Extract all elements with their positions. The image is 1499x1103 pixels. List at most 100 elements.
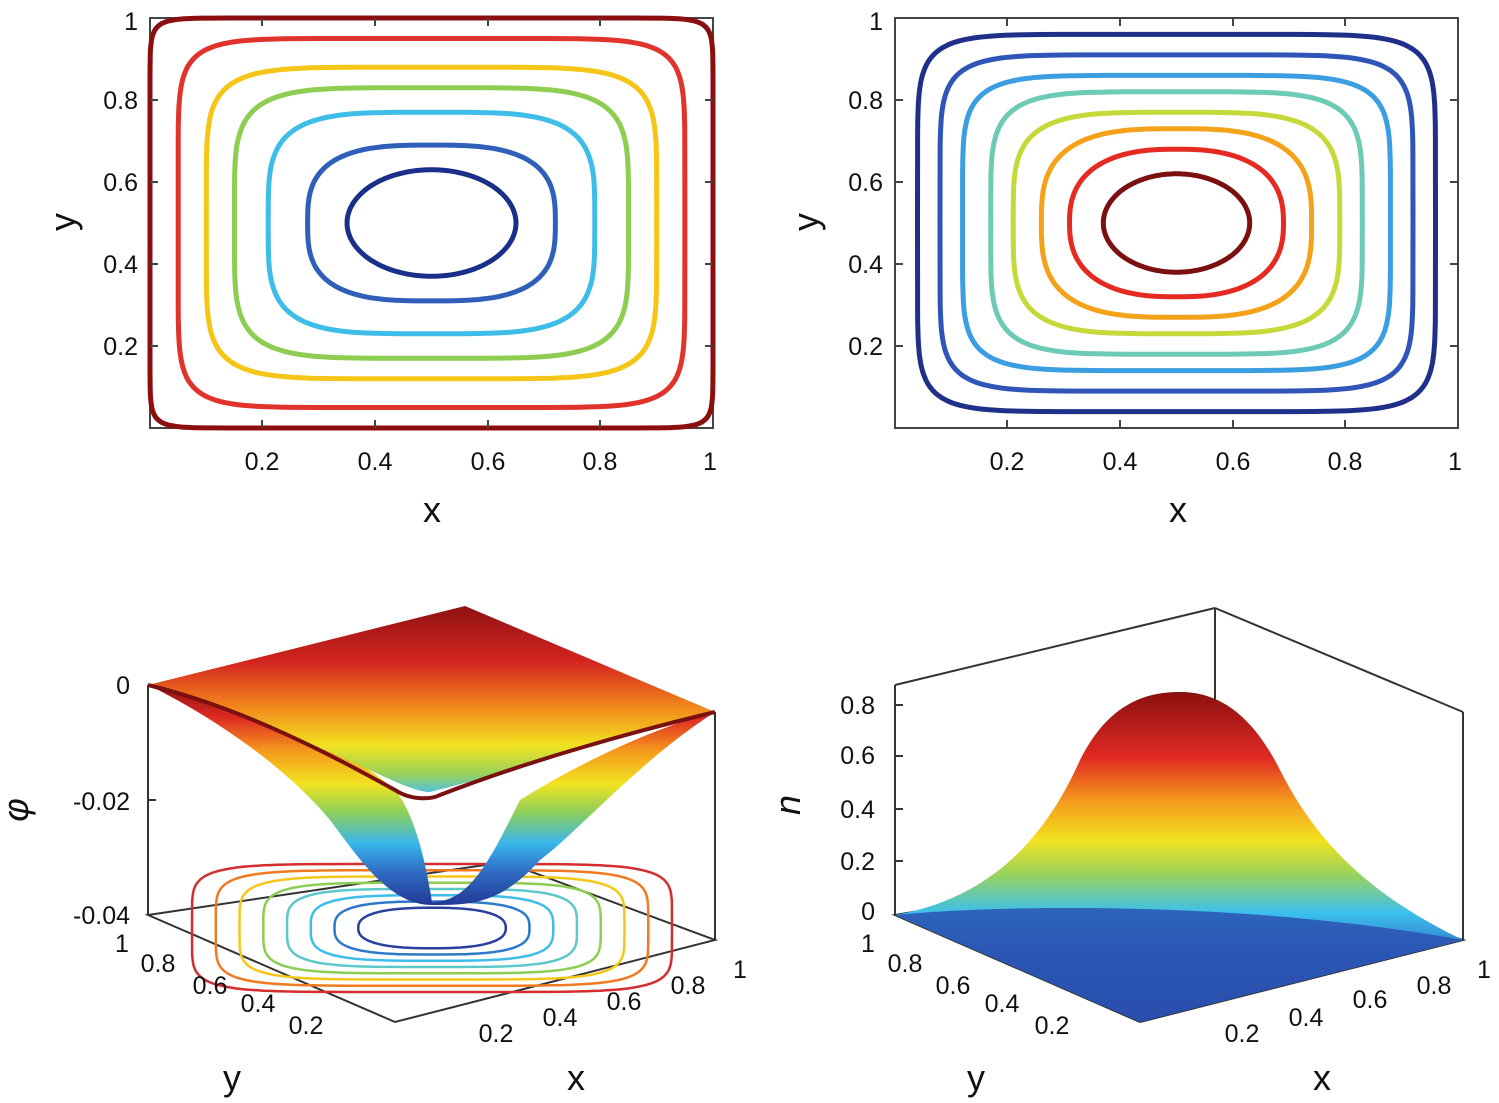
surface-base-shade — [895, 907, 1463, 1022]
axes-frame — [894, 17, 1459, 429]
box-edge — [894, 607, 1216, 686]
contour-level-3 — [232, 85, 631, 361]
z-axis-label: n — [767, 795, 808, 815]
x-tick-label: 0.2 — [245, 448, 280, 476]
y-tick-label: 0.2 — [289, 1012, 324, 1040]
x-tick-label: 0.8 — [1417, 972, 1452, 1000]
z-tick-label: -0.02 — [73, 788, 130, 816]
panel-contour-right: 0.2 0.4 0.6 0.8 1 0.2 0.4 0.6 0.8 1 x y — [785, 8, 1462, 530]
y-axis-label: y — [223, 1057, 241, 1098]
x-tick-label: 1 — [733, 956, 747, 984]
y-tick-label: 0.4 — [848, 251, 883, 279]
z-tick-label: 0.8 — [840, 692, 875, 720]
y-ticks — [895, 99, 1458, 347]
contour-level-1 — [175, 36, 688, 410]
y-tick-label: 0.6 — [848, 169, 883, 197]
x-tick-label: 0.4 — [1289, 1004, 1324, 1032]
x-axis-label: x — [1169, 489, 1187, 530]
x-tick-label: 0.4 — [543, 1004, 578, 1032]
floor-contour-7 — [357, 906, 508, 950]
z-tick-label: 0 — [861, 898, 875, 926]
floor-contour-1 — [214, 869, 650, 988]
y-tick-label: 0.8 — [103, 87, 138, 115]
y-tick-label: 0.4 — [103, 251, 138, 279]
contour-level-5 — [1038, 126, 1315, 320]
contour-level-5 — [305, 142, 558, 304]
box-edge — [1214, 607, 1464, 713]
x-ticks — [1006, 18, 1346, 428]
contour-level-7 — [1100, 171, 1253, 275]
x-tick-label: 0.6 — [1216, 448, 1251, 476]
x-tick-label: 0.6 — [471, 448, 506, 476]
y-tick-label: 0.4 — [985, 990, 1020, 1018]
x-tick-label: 0.4 — [358, 448, 393, 476]
x-tick-label: 0.8 — [671, 972, 706, 1000]
contour-level-6 — [344, 167, 519, 279]
floor-contours — [190, 862, 674, 994]
x-tick-label: 1 — [703, 448, 717, 476]
contour-level-2 — [960, 72, 1393, 374]
y-axis-label: y — [42, 213, 83, 231]
contour-level-0 — [147, 15, 716, 431]
z-axis-label: φ — [0, 798, 36, 821]
contour-level-4 — [1010, 109, 1343, 337]
y-tick-label: 0.8 — [888, 950, 923, 978]
floor-contour-5 — [309, 894, 555, 963]
x-tick-label: 0.2 — [479, 1020, 514, 1048]
z-tick-label: 0 — [116, 672, 130, 700]
x-tick-label: 0.6 — [1353, 986, 1388, 1014]
floor-contour-4 — [285, 887, 579, 969]
y-axis-label: y — [967, 1057, 985, 1098]
x-tick-label: 0.6 — [607, 988, 642, 1016]
x-axis-label: x — [1313, 1057, 1331, 1098]
y-tick-label: 1 — [124, 8, 138, 36]
contour-level-0 — [914, 31, 1439, 415]
y-tick-label: 1 — [869, 8, 883, 36]
contour-level-6 — [1066, 146, 1287, 300]
panel-contour-left: 0.2 0.4 0.6 0.8 1 0.2 0.4 0.6 0.8 1 x y — [42, 8, 717, 530]
surface-rim — [148, 606, 715, 792]
x-tick-label: 0.8 — [1328, 448, 1363, 476]
surface-bowl — [148, 685, 715, 905]
x-tick-label: 1 — [1477, 956, 1491, 984]
y-tick-label: 0.6 — [193, 972, 228, 1000]
x-tick-label: 0.4 — [1103, 448, 1138, 476]
floor-contour-2 — [238, 875, 626, 981]
y-axis-label: y — [785, 213, 826, 231]
x-axis-label: x — [423, 489, 441, 530]
y-tick-label: 0.6 — [936, 972, 971, 1000]
y-tick-label: 0.2 — [103, 333, 138, 361]
x-tick-label: 0.8 — [583, 448, 618, 476]
contour-level-1 — [937, 52, 1416, 394]
y-tick-label: 1 — [115, 930, 129, 958]
contour-lines — [147, 15, 716, 431]
y-tick-label: 0.8 — [848, 87, 883, 115]
panel-surface-n: 0.8 0.6 0.4 0.2 0 n 1 0.8 0.6 0.4 0.2 0.… — [767, 607, 1491, 1098]
y-tick-label: 0.2 — [848, 333, 883, 361]
y-ticks — [150, 99, 713, 347]
contour-level-2 — [203, 64, 660, 382]
x-tick-label: 1 — [1448, 448, 1462, 476]
contour-level-4 — [265, 109, 598, 337]
x-axis-label: x — [567, 1057, 585, 1098]
surface-front-edge — [147, 683, 716, 801]
floor-contour-0 — [190, 862, 674, 994]
x-tick-label: 0.2 — [1225, 1020, 1260, 1048]
y-tick-label: 0.8 — [141, 950, 176, 978]
panel-surface-phi: 0 -0.02 -0.04 φ 1 0.8 0.6 0.4 0.2 0.2 0.… — [0, 606, 747, 1098]
x-ticks — [261, 18, 601, 428]
z-tick-label: 0.2 — [840, 848, 875, 876]
floor-contour-6 — [333, 900, 531, 956]
x-tick-label: 0.2 — [990, 448, 1025, 476]
y-tick-label: 0.4 — [241, 990, 276, 1018]
contour-level-3 — [988, 89, 1365, 357]
z-tick-label: 0.6 — [840, 742, 875, 770]
contour-lines — [914, 31, 1439, 415]
y-tick-label: 0.6 — [103, 169, 138, 197]
y-tick-label: 0.2 — [1035, 1012, 1070, 1040]
z-tick-label: 0.4 — [840, 796, 875, 824]
y-tick-label: 1 — [861, 930, 875, 958]
floor-contour-3 — [262, 881, 603, 975]
z-tick-label: -0.04 — [73, 902, 130, 930]
